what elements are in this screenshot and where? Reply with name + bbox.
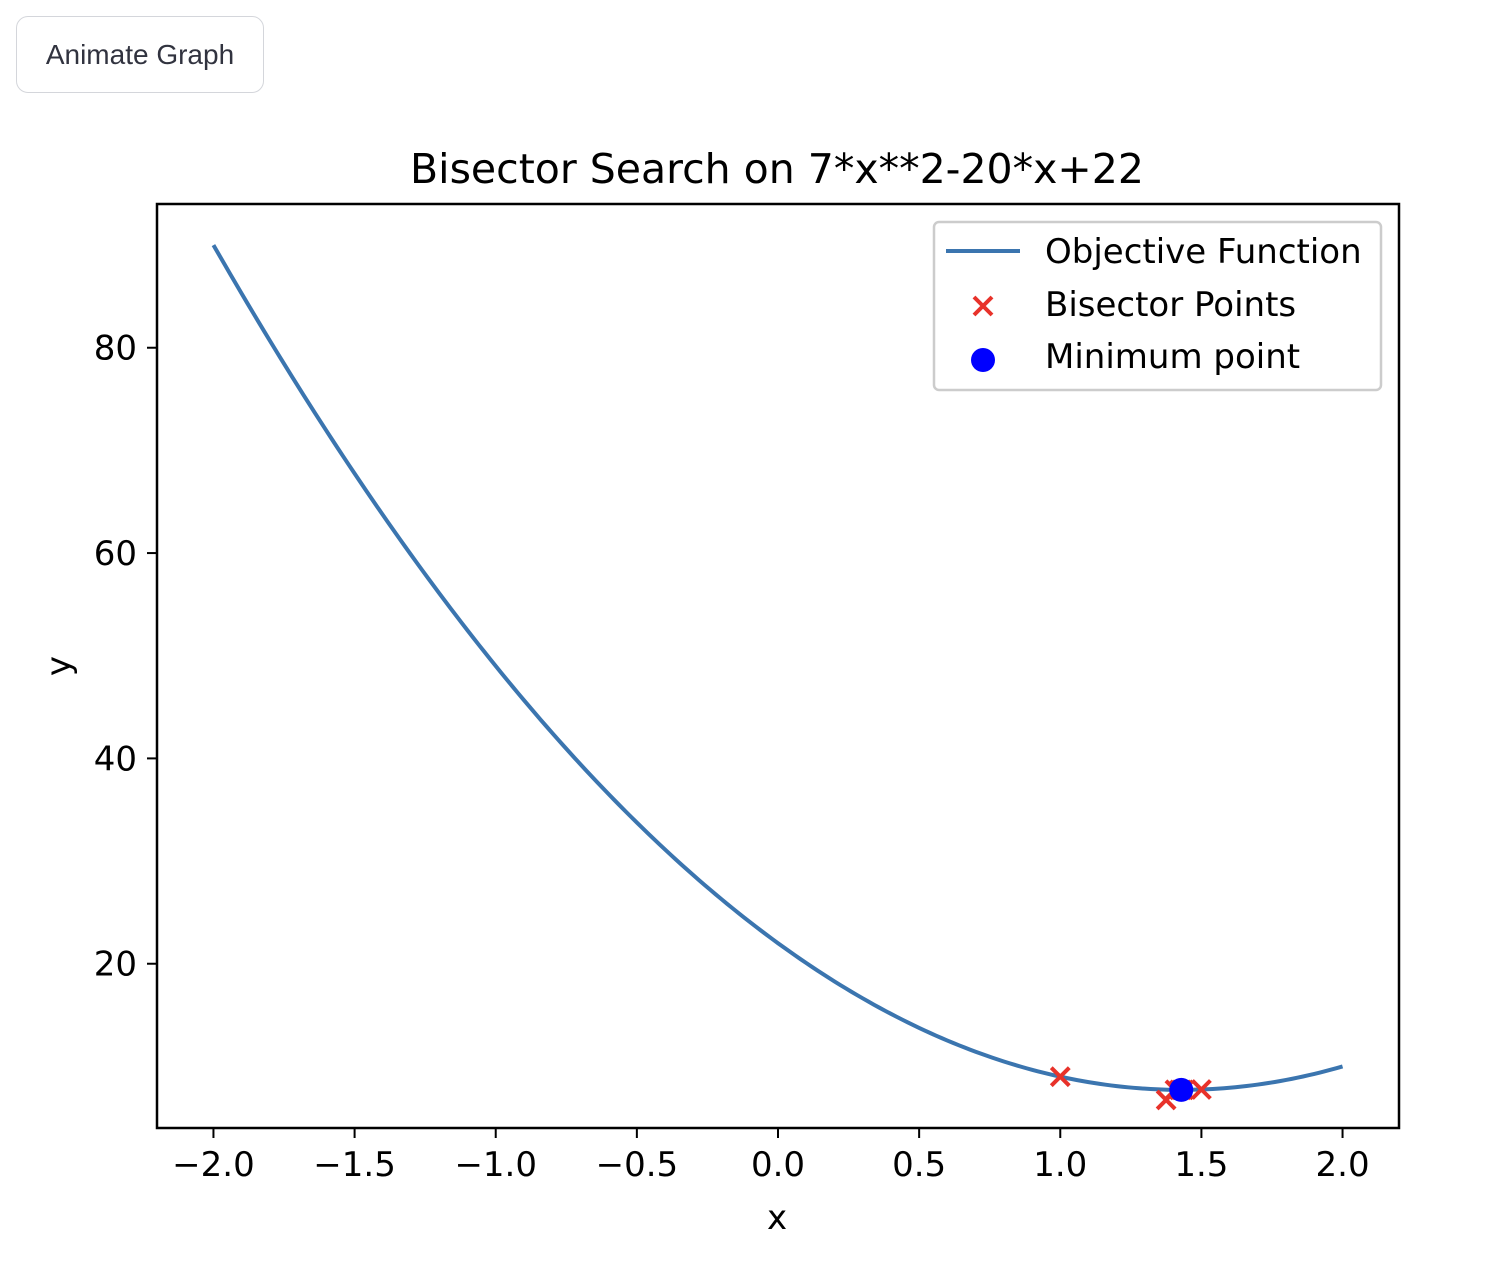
x-axis-ticks: −2.0 −1.5 −1.0 −0.5 0.0 0.5 1.0 1.5 2.0 (172, 1128, 1370, 1185)
x-tick-label: −1.5 (313, 1145, 396, 1185)
bisector-point-marker (1049, 1066, 1071, 1088)
minimum-point-marker (1169, 1077, 1194, 1102)
x-tick-label: 2.0 (1316, 1145, 1370, 1185)
y-tick-label: 20 (94, 945, 137, 985)
x-tick-label: 0.5 (892, 1145, 946, 1185)
legend-frame (932, 220, 1383, 392)
legend-label-objective: Objective Function (1045, 232, 1362, 272)
legend-label-minimum: Minimum point (1045, 337, 1300, 377)
y-tick-label: 40 (94, 739, 137, 779)
x-tick-label: 1.0 (1033, 1145, 1087, 1185)
legend-x-marker-shape (972, 295, 994, 317)
x-tick-label: −1.0 (454, 1145, 537, 1185)
y-axis-ticks: 20 40 60 80 (94, 329, 157, 985)
plot-area (155, 202, 1401, 1130)
objective-function-line (211, 244, 1344, 1092)
x-tick-label: −2.0 (172, 1145, 255, 1185)
bisector-point-marker (1190, 1079, 1212, 1100)
animate-graph-button[interactable]: Animate Graph (16, 16, 264, 93)
legend-x-marker (972, 295, 994, 317)
x-tick-label: 1.5 (1174, 1145, 1228, 1185)
chart: Bisector Search on 7*x**2-20*x+22 −2.0 −1… (39, 145, 1401, 1238)
legend: Objective Function Bisector Points Minim… (932, 220, 1383, 392)
x-tick-label: −0.5 (596, 1145, 679, 1185)
x-axis-label: x (767, 1198, 787, 1238)
y-axis-label: y (39, 656, 79, 676)
y-tick-label: 80 (94, 329, 137, 369)
x-tick-label: 0.0 (751, 1145, 805, 1185)
legend-label-bisector: Bisector Points (1045, 285, 1296, 325)
legend-dot-marker (971, 348, 995, 372)
y-tick-label: 60 (94, 534, 137, 574)
chart-title: Bisector Search on 7*x**2-20*x+22 (410, 145, 1144, 193)
